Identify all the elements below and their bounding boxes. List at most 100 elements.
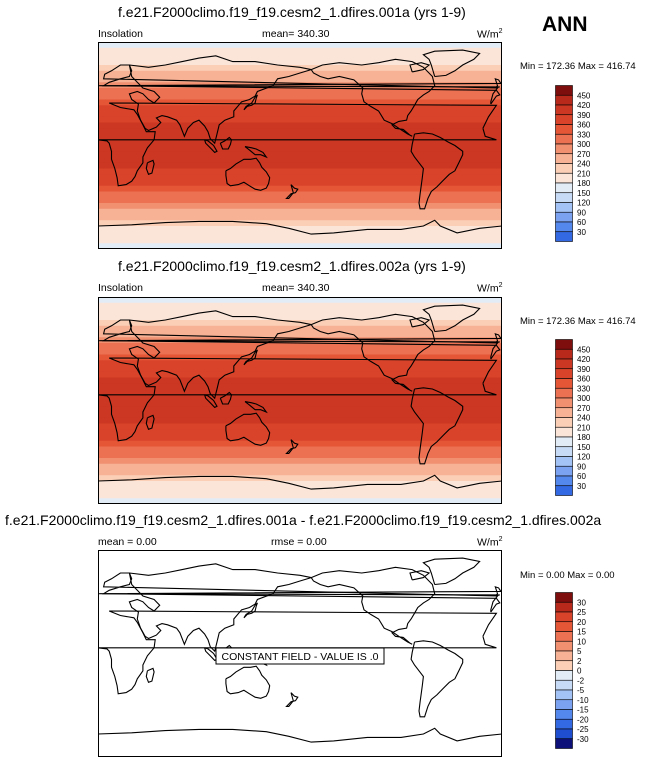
- colorbar-tick-label: 390: [577, 111, 591, 120]
- colorbar-swatch: [555, 738, 573, 749]
- lat-band: [98, 435, 502, 442]
- coastline-australia: [225, 412, 271, 446]
- colorbar-swatch: [555, 211, 573, 223]
- colorbar-tick-label: 210: [577, 169, 591, 178]
- colorbar-tick-label: 60: [577, 218, 586, 227]
- units-exponent: 2: [498, 28, 503, 35]
- panel-1-minmax: Min = 172.36 Max = 416.74: [520, 61, 636, 72]
- colorbar-swatch: [555, 124, 573, 135]
- colorbar-1: 4504203903603303002702402101801501209060…: [555, 85, 591, 242]
- coastline-antarctica: [98, 727, 502, 743]
- lat-band: [98, 423, 502, 430]
- lat-band: [98, 226, 502, 233]
- colorbar-swatch: [555, 163, 573, 174]
- colorbar-tick-label: 120: [577, 453, 591, 462]
- colorbar-swatch: [555, 485, 573, 496]
- colorbar-swatch: [555, 221, 573, 233]
- colorbar-swatch: [555, 660, 573, 671]
- lat-band: [98, 320, 502, 327]
- coastline-australia: [225, 665, 271, 699]
- season-label: ANN: [542, 13, 588, 36]
- panel-3-title: f.e21.F2000climo.f19_f19.cesm2_1.dfires.…: [5, 512, 602, 528]
- colorbar-tick-label: 270: [577, 150, 591, 159]
- colorbar-tick-label: 330: [577, 384, 591, 393]
- coastline-new-zealand: [285, 439, 299, 454]
- coastline-uk: [99, 332, 502, 344]
- panel-2-mean: mean= 340.30: [262, 282, 330, 294]
- units-exponent: 2: [498, 282, 503, 289]
- units-text: W/m: [477, 536, 499, 549]
- colorbar-swatch: [555, 231, 573, 242]
- colorbar-tick-label: 390: [577, 365, 591, 374]
- coastline-new-zealand: [285, 692, 299, 707]
- coastline-uk: [99, 77, 502, 89]
- colorbar-tick-label: -30: [577, 735, 589, 744]
- colorbar-swatch: [555, 172, 573, 184]
- colorbar-swatch: [555, 417, 573, 428]
- lat-band: [98, 377, 502, 384]
- coastline-new-zealand: [285, 184, 299, 199]
- lat-band: [98, 191, 502, 198]
- lat-band: [98, 197, 502, 204]
- colorbar-tick-label: 420: [577, 355, 591, 364]
- coastline-europe: [101, 572, 501, 613]
- panel-1-title: f.e21.F2000climo.f19_f19.cesm2_1.dfires.…: [118, 4, 466, 20]
- coastline-antarctica: [98, 474, 502, 490]
- coastline-africa: [98, 357, 498, 442]
- colorbar-tick-label: 150: [577, 443, 591, 452]
- coastline-asia: [128, 310, 312, 400]
- colorbar-swatch: [555, 387, 573, 399]
- colorbar-tick-label: 360: [577, 121, 591, 130]
- lat-band: [98, 337, 502, 344]
- colorbar-swatch: [555, 192, 573, 203]
- lat-band: [98, 446, 502, 453]
- lat-band: [98, 429, 502, 436]
- colorbar-swatch: [555, 728, 573, 740]
- colorbar-tick-label: 0: [577, 667, 582, 676]
- lat-band: [98, 343, 502, 350]
- coastline-asia: [128, 563, 312, 653]
- colorbar-tick-label: 240: [577, 160, 591, 169]
- coastline-borneo: [219, 391, 233, 405]
- colorbar-swatch: [555, 709, 573, 720]
- lat-band: [98, 469, 502, 476]
- colorbar-swatch: [555, 679, 573, 691]
- colorbar-tick-label: 5: [577, 647, 582, 656]
- colorbar-tick-label: 30: [577, 482, 586, 491]
- lat-band: [98, 162, 502, 169]
- colorbar-swatch: [555, 348, 573, 360]
- coastline-japan: [243, 349, 258, 366]
- lat-band: [98, 440, 502, 447]
- colorbar-tick-label: 10: [577, 637, 586, 646]
- lat-band: [98, 93, 502, 100]
- coastline-japan: [243, 602, 258, 619]
- lat-band: [98, 400, 502, 407]
- lat-band: [98, 47, 502, 54]
- colorbar-tick-label: -5: [577, 686, 585, 695]
- panel-1-mean: mean= 340.30: [262, 28, 330, 40]
- colorbar-swatch: [555, 465, 573, 477]
- coastline-japan: [243, 94, 258, 111]
- lat-band: [98, 314, 502, 321]
- coastline-south-america: [410, 640, 464, 718]
- lat-band: [98, 458, 502, 465]
- panel-2-units: W/m2: [477, 282, 502, 295]
- lat-band: [98, 237, 502, 244]
- lat-band: [98, 486, 502, 493]
- colorbar-swatch: [555, 611, 573, 623]
- colorbar-swatch: [555, 446, 573, 457]
- colorbar-swatch: [555, 143, 573, 155]
- lat-band: [98, 168, 502, 175]
- colorbar-tick-label: 120: [577, 199, 591, 208]
- lat-band: [98, 122, 502, 129]
- lat-band: [98, 214, 502, 221]
- colorbar-swatch: [555, 407, 573, 418]
- colorbar-tick-label: 60: [577, 472, 586, 481]
- colorbar-tick-label: 90: [577, 462, 586, 471]
- colorbar-tick-label: 270: [577, 404, 591, 413]
- lat-band: [98, 53, 502, 60]
- coastline-baffin: [409, 570, 431, 581]
- lat-band: [98, 139, 502, 146]
- colorbar-swatch: [555, 436, 573, 448]
- colorbar-2: 4504203903603303002702402101801501209060…: [555, 339, 591, 496]
